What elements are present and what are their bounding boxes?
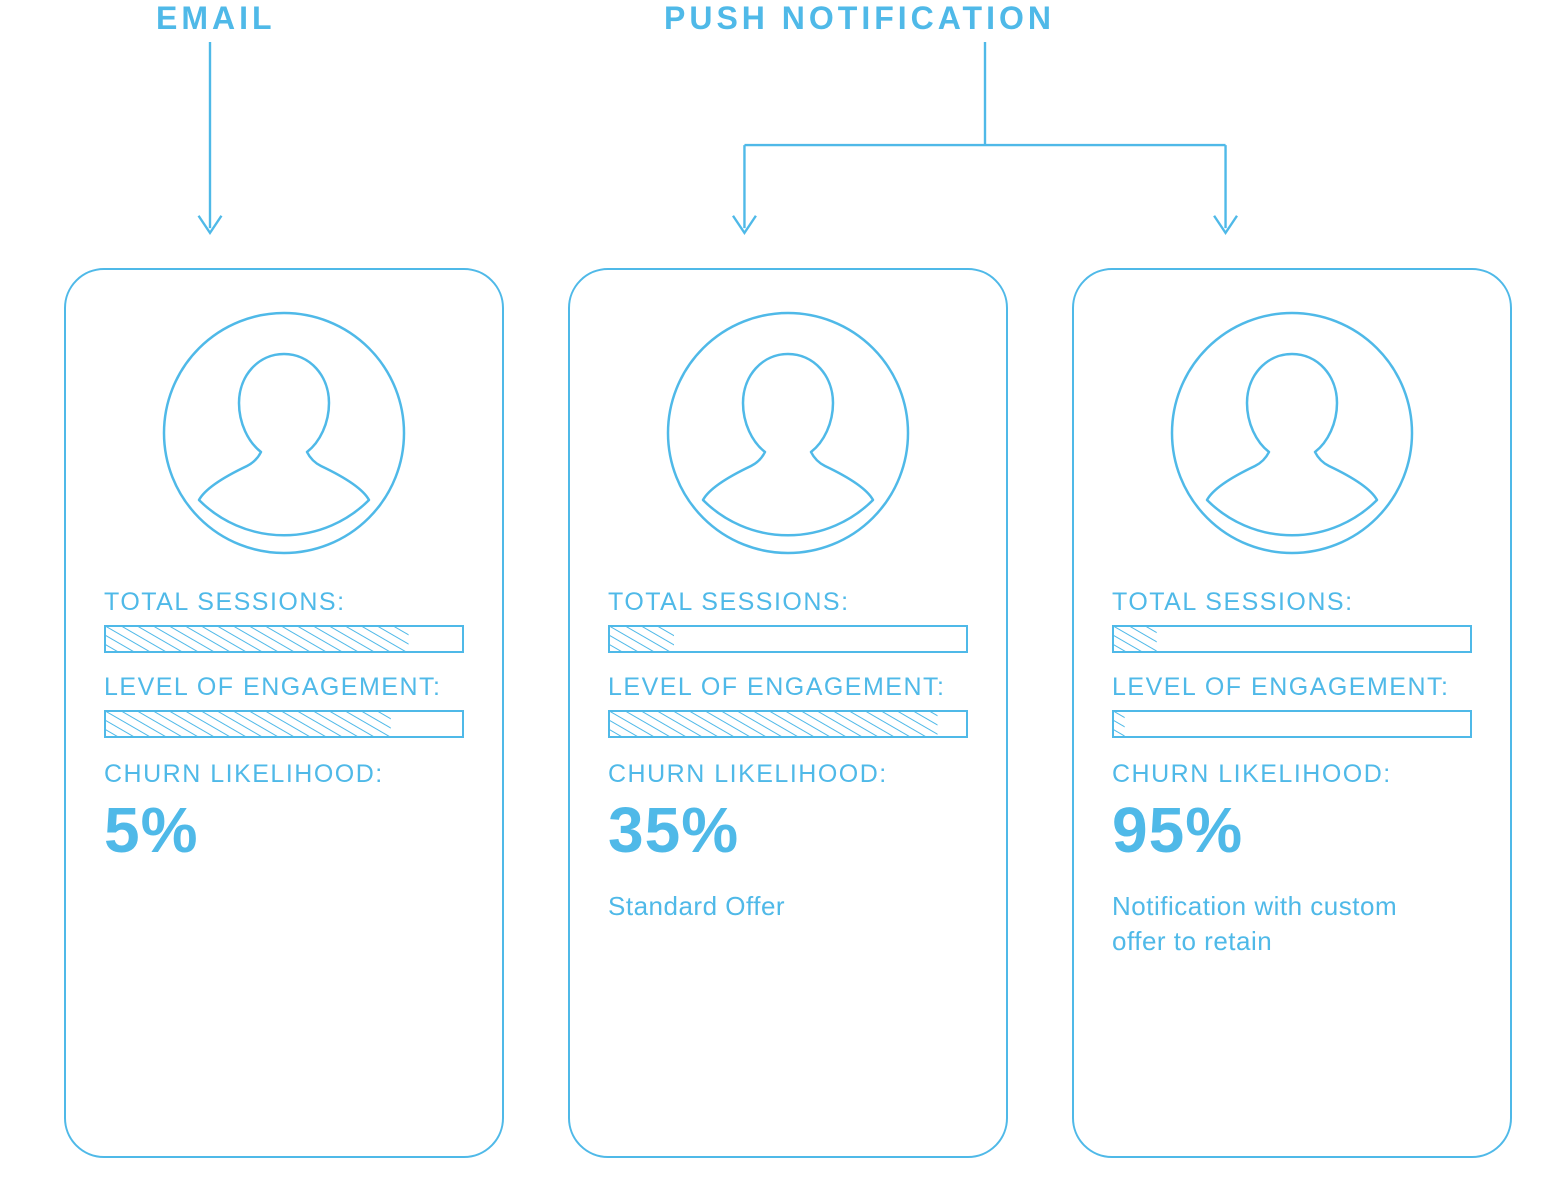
bar-fill: [610, 712, 938, 736]
bar-engagement: [1112, 710, 1472, 738]
label-total-sessions: TOTAL SESSIONS:: [608, 588, 968, 617]
avatar: [1112, 310, 1472, 556]
offer-text: Standard Offer: [608, 889, 928, 924]
bar-engagement: [608, 710, 968, 738]
label-total-sessions: TOTAL SESSIONS:: [1112, 588, 1472, 617]
heading-email: EMAIL: [156, 0, 276, 37]
bar-fill: [106, 627, 409, 651]
label-engagement: LEVEL OF ENGAGEMENT:: [1112, 673, 1472, 702]
bar-engagement: [104, 710, 464, 738]
card-0: TOTAL SESSIONS: LEVEL OF ENGAGEMENT: CHU…: [64, 268, 504, 1158]
avatar: [104, 310, 464, 556]
offer-text: Notification with custom offer to retain: [1112, 889, 1432, 959]
heading-push: PUSH NOTIFICATION: [664, 0, 1055, 37]
bar-fill: [1114, 712, 1125, 736]
bar-fill: [106, 712, 391, 736]
bar-fill: [1114, 627, 1157, 651]
bar-total-sessions: [608, 625, 968, 653]
churn-value: 5%: [104, 793, 464, 867]
card-1: TOTAL SESSIONS: LEVEL OF ENGAGEMENT: CHU…: [568, 268, 1008, 1158]
bar-fill: [610, 627, 674, 651]
bar-total-sessions: [104, 625, 464, 653]
label-engagement: LEVEL OF ENGAGEMENT:: [608, 673, 968, 702]
label-churn: CHURN LIKELIHOOD:: [608, 760, 968, 789]
bar-total-sessions: [1112, 625, 1472, 653]
churn-value: 95%: [1112, 793, 1472, 867]
card-2: TOTAL SESSIONS: LEVEL OF ENGAGEMENT: CHU…: [1072, 268, 1512, 1158]
connector-email: [180, 42, 240, 252]
label-total-sessions: TOTAL SESSIONS:: [104, 588, 464, 617]
connector-push: [675, 42, 1295, 252]
label-churn: CHURN LIKELIHOOD:: [1112, 760, 1472, 789]
churn-value: 35%: [608, 793, 968, 867]
label-engagement: LEVEL OF ENGAGEMENT:: [104, 673, 464, 702]
avatar: [608, 310, 968, 556]
label-churn: CHURN LIKELIHOOD:: [104, 760, 464, 789]
